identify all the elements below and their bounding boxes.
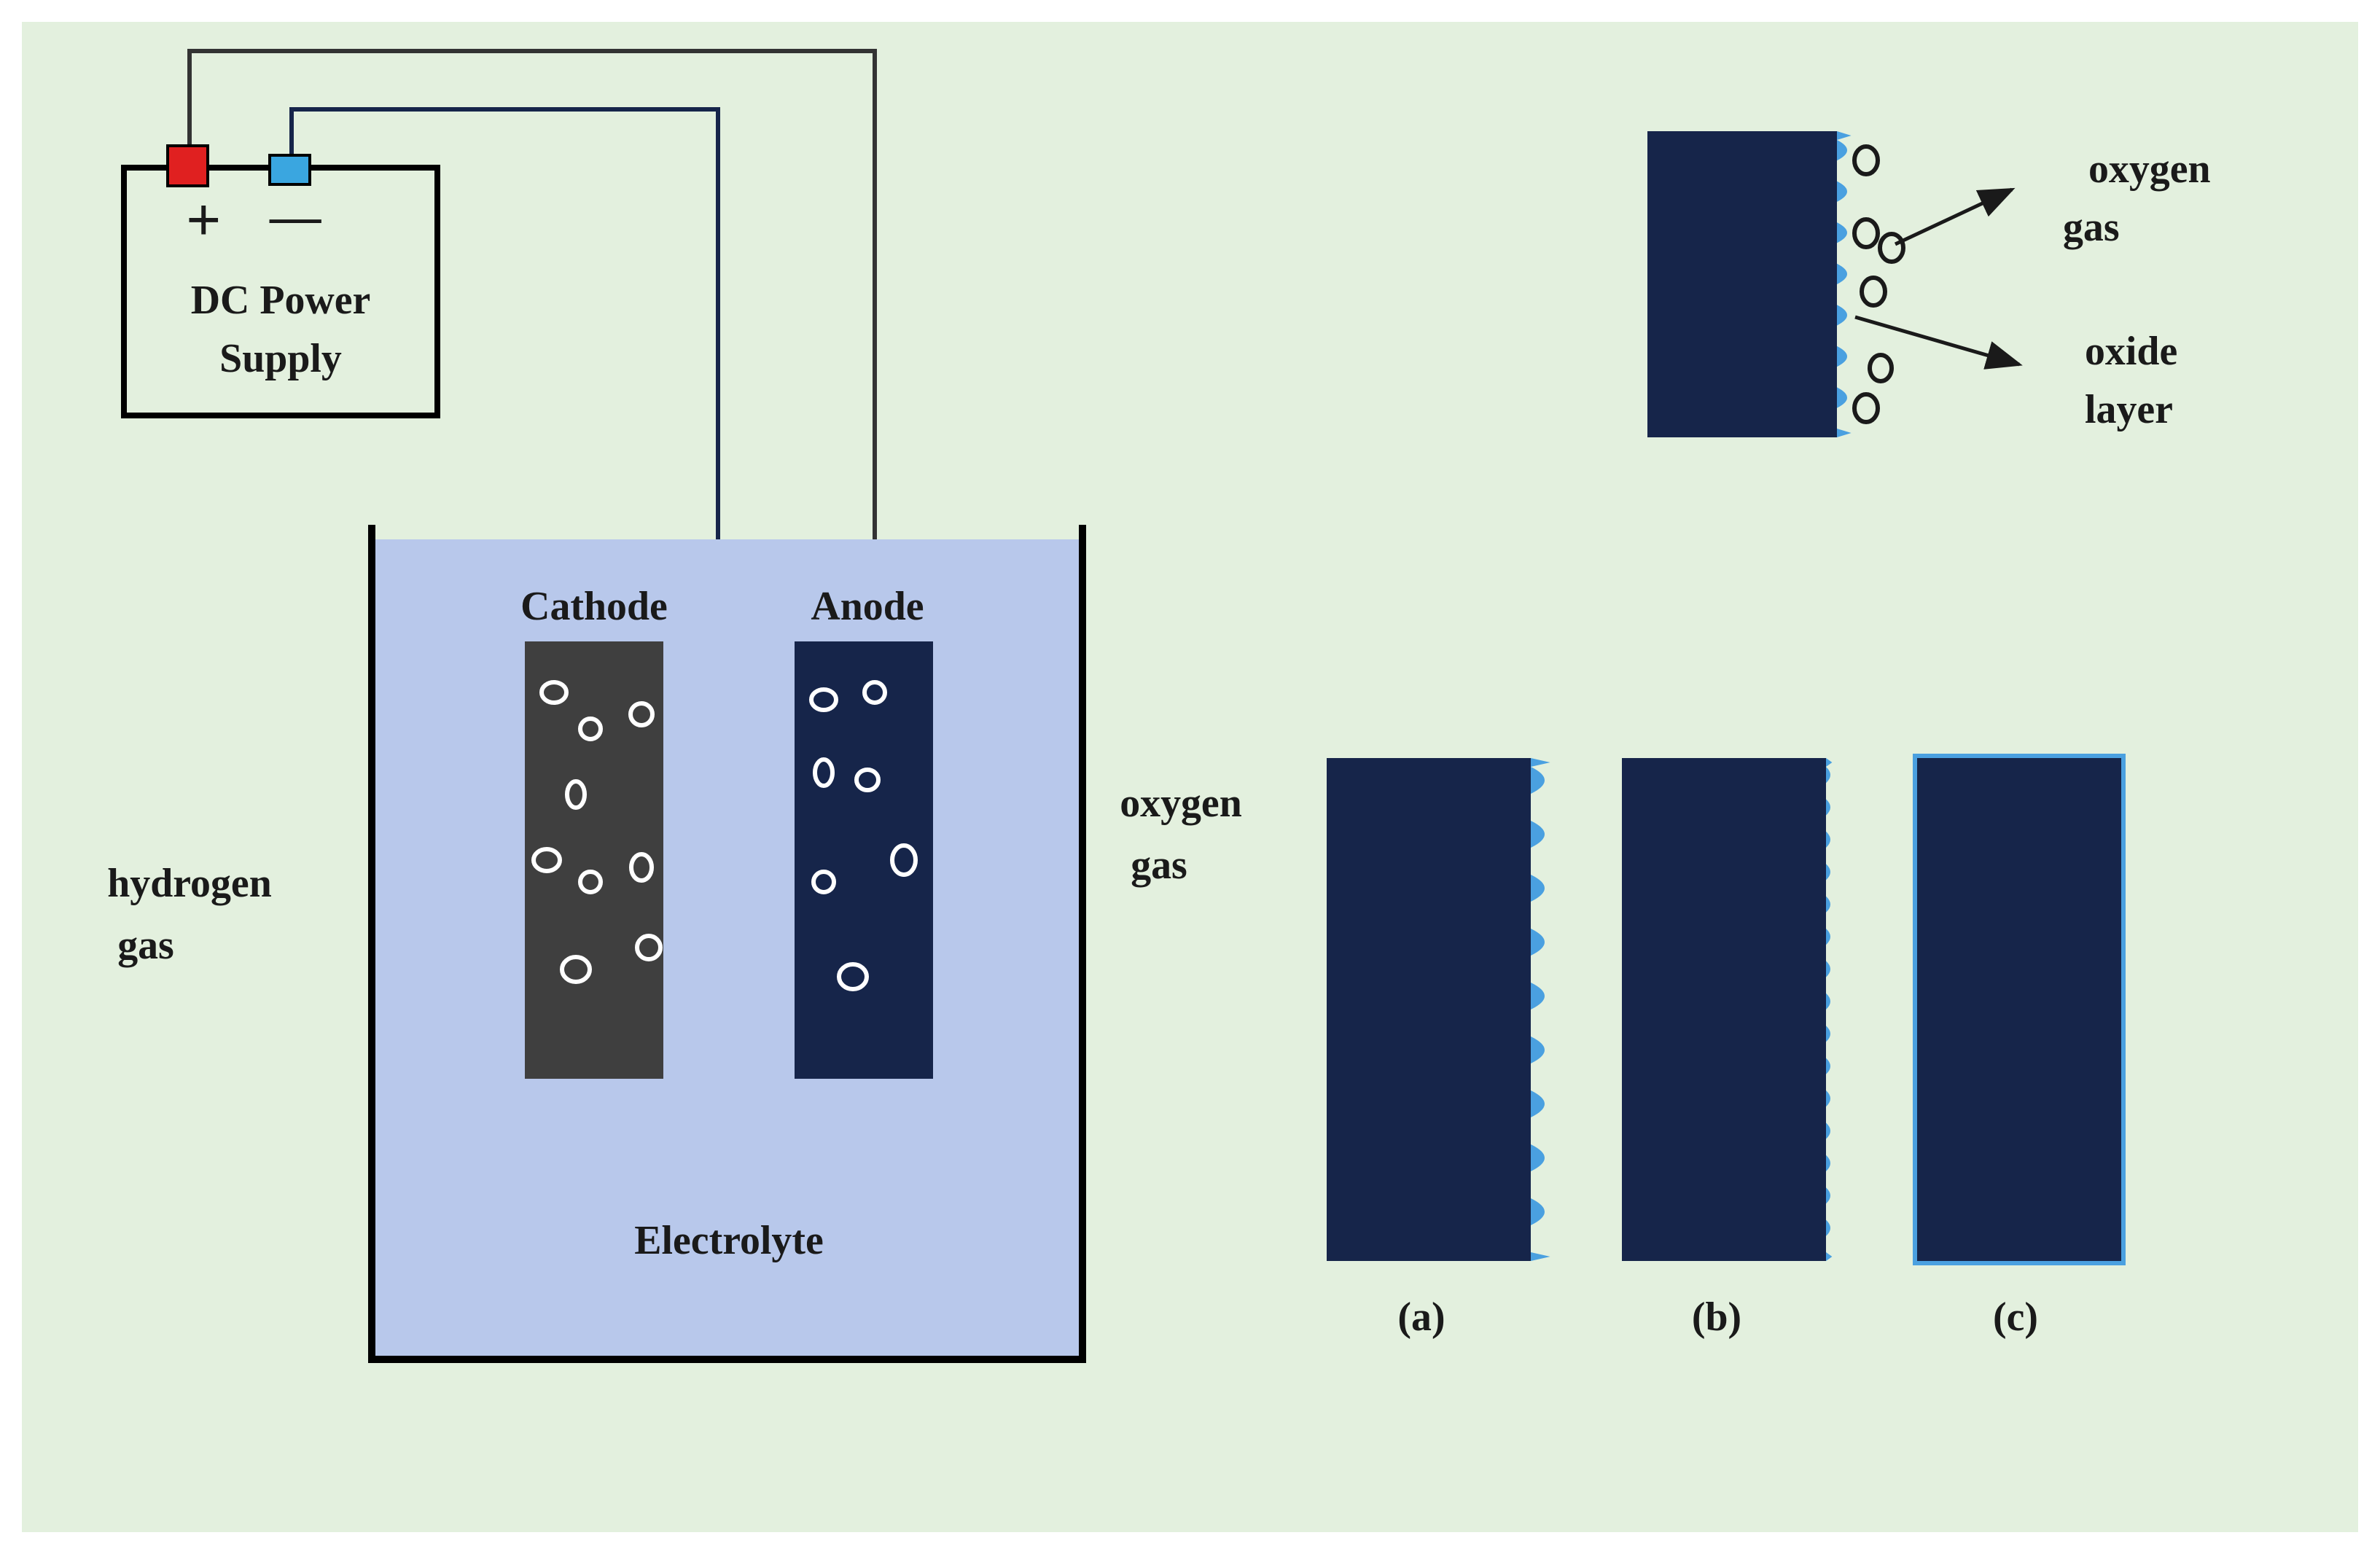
terminal-positive <box>168 146 208 186</box>
oxide-label-2: layer <box>2085 387 2173 432</box>
anode-label: Anode <box>811 584 924 629</box>
oxygen-right-label-1: oxygen <box>2088 147 2211 192</box>
cathode-electrode <box>525 641 663 1079</box>
oxygen-left-label-1: oxygen <box>1120 781 1242 826</box>
symbol-plus: + <box>186 186 222 254</box>
terminal-negative <box>270 155 310 184</box>
hydrogen-label-1: hydrogen <box>107 861 272 906</box>
sample-a-substrate <box>1327 758 1531 1261</box>
electrolyte-label: Electrolyte <box>634 1218 824 1263</box>
label-a: (a) <box>1397 1295 1445 1340</box>
power-supply-label-2: Supply <box>219 336 342 381</box>
label-b: (b) <box>1692 1295 1741 1340</box>
diagram-svg: + — DC Power Supply Cathode Anode Electr… <box>0 0 2380 1554</box>
symbol-minus: — <box>269 188 321 245</box>
oxygen-right-label-2: gas <box>2063 205 2120 250</box>
sample-b-substrate <box>1622 758 1826 1261</box>
oxygen-left-label-2: gas <box>1131 843 1187 888</box>
detail-substrate <box>1647 131 1837 437</box>
sample-c-substrate <box>1917 758 2121 1261</box>
diagram-canvas: + — DC Power Supply Cathode Anode Electr… <box>0 0 2380 1554</box>
sample-a <box>1327 758 1550 1261</box>
sample-c <box>1913 754 2126 1265</box>
oxide-label-1: oxide <box>2085 329 2177 374</box>
hydrogen-label-2: gas <box>117 923 174 968</box>
cathode-label: Cathode <box>520 584 668 629</box>
power-supply-label-1: DC Power <box>191 278 371 323</box>
sample-b <box>1622 758 1832 1261</box>
label-c: (c) <box>1993 1295 2038 1340</box>
